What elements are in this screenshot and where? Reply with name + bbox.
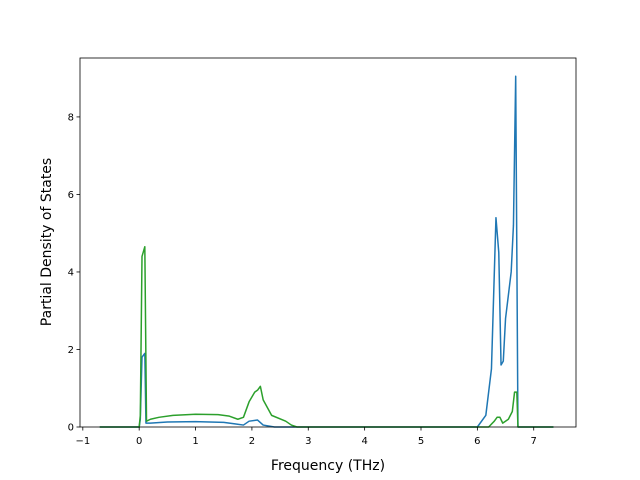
x-tick-label: 5 (418, 436, 424, 447)
x-tick-label: 4 (361, 436, 367, 447)
y-tick-label: 2 (68, 345, 74, 356)
plot-frame (79, 57, 577, 428)
x-tick-label: 6 (474, 436, 480, 447)
x-tick-label: 7 (531, 436, 537, 447)
y-tick-label: 6 (68, 190, 74, 201)
x-axis-label: Frequency (THz) (271, 458, 385, 474)
y-axis-label: Partial Density of States (39, 158, 55, 326)
line-series (99, 75, 554, 428)
x-tick-label: −1 (75, 436, 90, 447)
y-tick-label: 4 (68, 267, 74, 278)
x-tick-label: 3 (305, 436, 311, 447)
x-tick-label: 2 (249, 436, 255, 447)
y-tick-label: 8 (68, 112, 74, 123)
x-tick-label: 0 (136, 436, 142, 447)
x-tick-label: 1 (192, 436, 198, 447)
y-tick-label: 0 (68, 423, 74, 434)
line-series (99, 246, 554, 428)
